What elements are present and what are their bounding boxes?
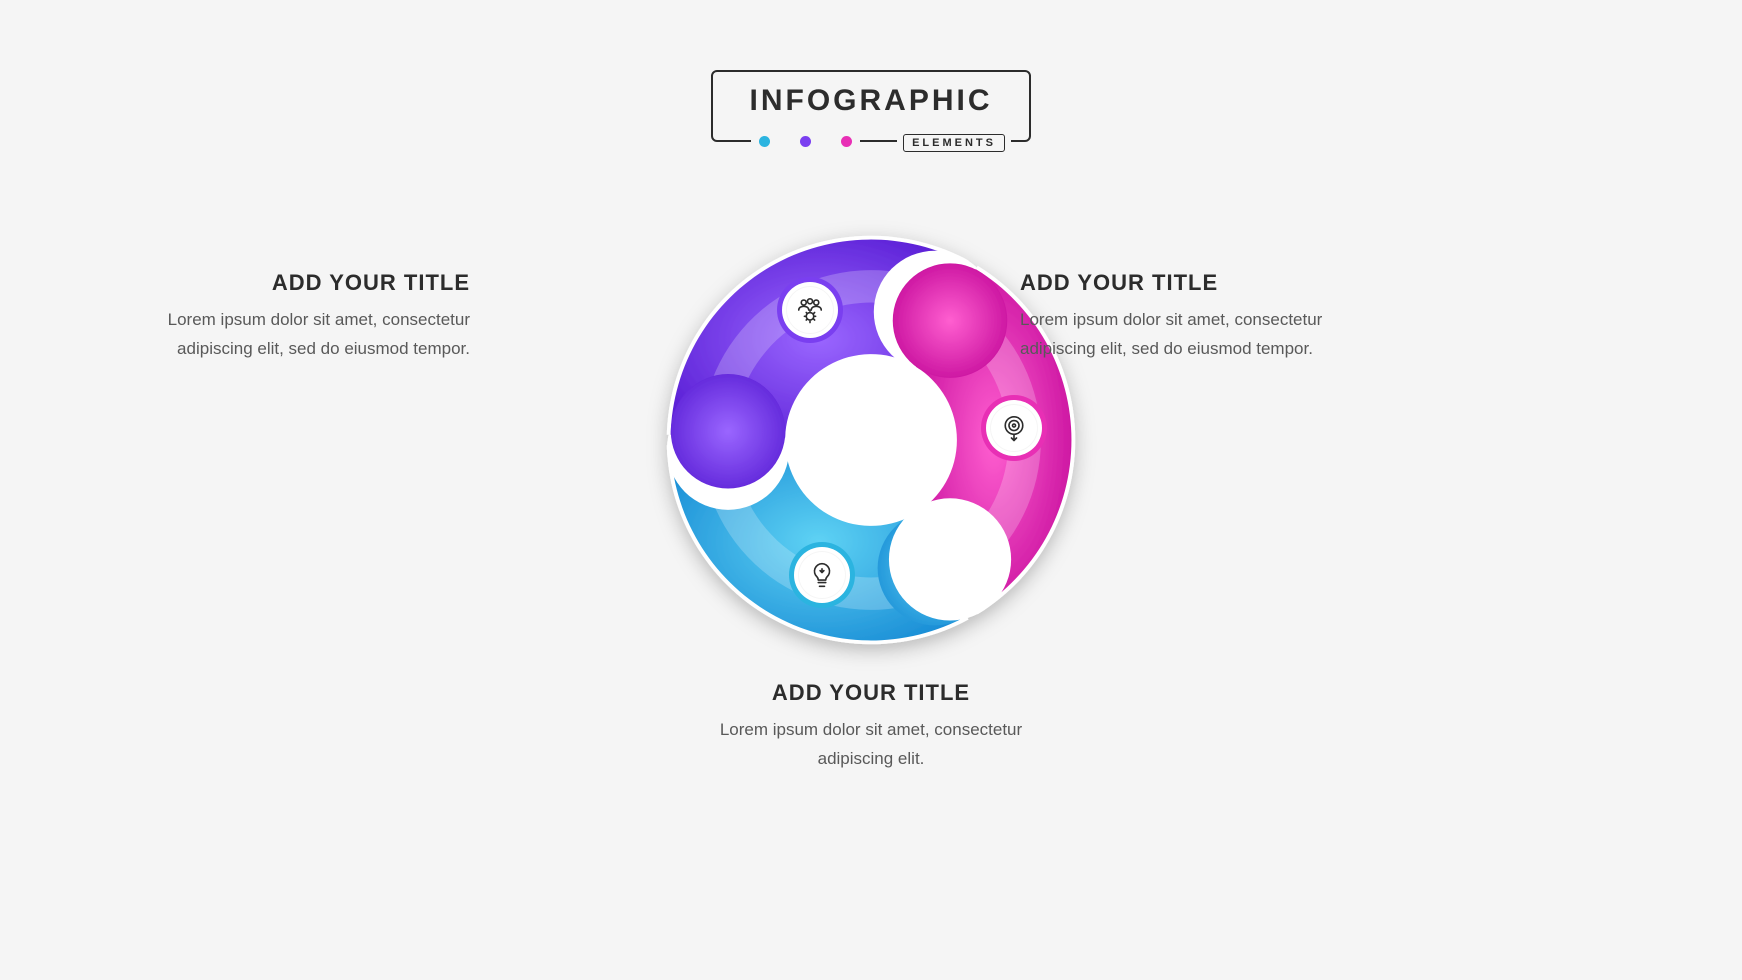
callout-bottom: ADD YOUR TITLE Lorem ipsum dolor sit ame… bbox=[711, 680, 1031, 774]
header: INFOGRAPHIC ELEMENTS bbox=[711, 70, 1031, 142]
icon-disc-blue bbox=[789, 542, 855, 608]
icon-disc-purple bbox=[777, 277, 843, 343]
callout-left-title: ADD YOUR TITLE bbox=[150, 270, 470, 296]
dot-pink bbox=[841, 136, 852, 147]
callout-right-title: ADD YOUR TITLE bbox=[1020, 270, 1340, 296]
icon-disc-pink bbox=[981, 395, 1047, 461]
dot-blue bbox=[759, 136, 770, 147]
dot-purple bbox=[800, 136, 811, 147]
callout-left: ADD YOUR TITLE Lorem ipsum dolor sit ame… bbox=[150, 270, 470, 364]
header-box: INFOGRAPHIC ELEMENTS bbox=[711, 70, 1031, 142]
callout-right-body: Lorem ipsum dolor sit amet, consectetur … bbox=[1020, 306, 1340, 364]
callout-bottom-body: Lorem ipsum dolor sit amet, consectetur … bbox=[711, 716, 1031, 774]
header-subtitle-tag: ELEMENTS bbox=[897, 134, 1011, 152]
lightbulb-icon bbox=[807, 560, 837, 590]
header-dots bbox=[751, 136, 860, 147]
header-title: INFOGRAPHIC bbox=[731, 84, 1011, 118]
callout-right: ADD YOUR TITLE Lorem ipsum dolor sit ame… bbox=[1020, 270, 1340, 364]
callout-left-body: Lorem ipsum dolor sit amet, consectetur … bbox=[150, 306, 470, 364]
header-subtitle: ELEMENTS bbox=[903, 134, 1005, 152]
cycle-ring bbox=[661, 230, 1081, 650]
team-gear-icon bbox=[795, 295, 825, 325]
target-icon bbox=[999, 413, 1029, 443]
callout-bottom-title: ADD YOUR TITLE bbox=[711, 680, 1031, 706]
